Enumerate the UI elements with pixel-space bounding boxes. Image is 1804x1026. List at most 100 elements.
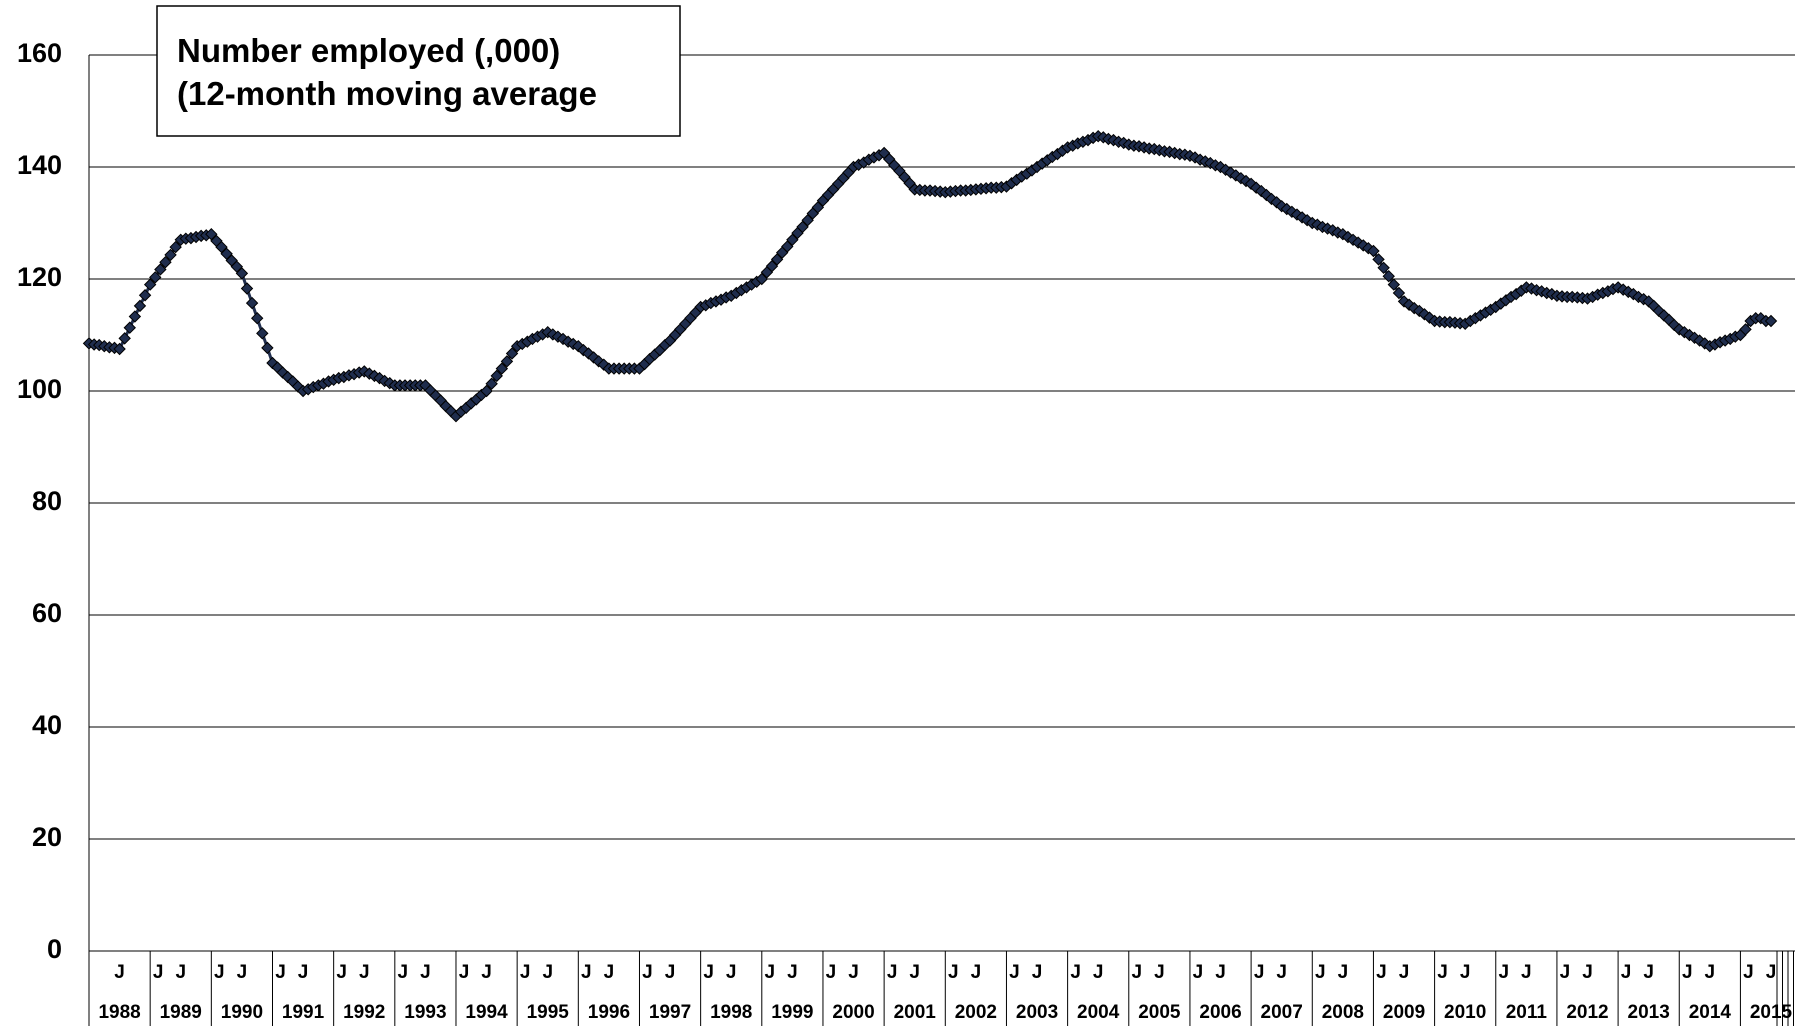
month-label: J [1131,962,1142,983]
year-label: 2014 [1689,1002,1732,1023]
year-label: 1993 [404,1002,446,1023]
data-point [781,240,794,253]
month-label: J [909,962,920,983]
data-point [138,289,152,302]
data-point [1377,261,1390,275]
year-label: 2001 [894,1002,937,1023]
data-point [143,278,157,291]
month-label: J [1498,962,1509,983]
month-label: J [1682,962,1693,983]
month-label: J [359,962,370,983]
data-point [1764,314,1778,328]
month-label: J [520,962,531,983]
y-tick-label: 100 [17,374,62,404]
month-label: J [1376,962,1387,983]
data-point [205,227,218,241]
y-tick-label: 140 [17,150,62,180]
year-label: 1992 [343,1002,385,1023]
year-label: 2009 [1383,1002,1425,1023]
data-point [113,342,126,356]
year-label: 2007 [1261,1002,1303,1023]
data-point [1244,177,1258,191]
y-tick-label: 60 [32,598,62,628]
data-point [220,247,233,261]
month-label: J [1215,962,1226,983]
data-point [159,255,172,269]
data-point [1250,181,1263,194]
y-tick-label: 120 [17,262,62,292]
month-label: J [1154,962,1165,983]
data-point [245,296,259,310]
month-label: J [1315,962,1326,983]
data-point [786,233,799,247]
data-point [215,240,228,254]
data-point [1418,308,1431,321]
month-label: J [542,962,553,983]
data-point [755,272,769,286]
month-label: J [1521,962,1532,983]
data-point [261,341,274,355]
month-label: J [581,962,592,983]
year-label: 2005 [1138,1002,1181,1023]
chart-title: Number employed (,000) [177,32,560,69]
data-point [118,332,131,345]
month-label: J [887,962,898,983]
data-point [796,220,809,234]
data-point [495,362,509,375]
data-point [505,347,519,360]
y-tick-label: 20 [32,822,62,852]
month-label: J [336,962,347,983]
year-label: 2013 [1628,1002,1670,1023]
data-point [240,282,254,295]
month-label: J [175,962,186,983]
month-label: J [848,962,859,983]
year-label: 1996 [588,1002,630,1023]
month-label: J [237,962,248,983]
data-point [801,213,814,227]
data-point [154,263,167,276]
month-label: J [1193,962,1204,983]
data-point [128,310,142,323]
month-label: J [765,962,776,983]
year-label: 2011 [1506,1002,1548,1023]
data-point [1387,278,1401,291]
y-tick-label: 40 [32,710,62,740]
month-label: J [1705,962,1716,983]
data-point [1382,269,1395,283]
month-label: J [1070,962,1081,983]
data-point [1413,304,1426,318]
data-point [256,327,269,340]
month-label: J [642,962,653,983]
month-label: J [1460,962,1471,983]
data-point [230,260,244,273]
month-label: J [1437,962,1448,983]
month-label: J [214,962,225,983]
title-box [156,5,681,137]
year-label: 1989 [160,1002,202,1023]
data-point [500,355,514,368]
data-point [765,259,779,273]
month-label: J [604,962,615,983]
year-label: 2004 [1077,1002,1120,1023]
data-point [1739,323,1752,336]
data-point [1392,286,1406,300]
month-label: J [1621,962,1632,983]
month-label: J [459,962,470,983]
month-label: J [787,962,798,983]
year-label: 2003 [1016,1002,1058,1023]
grid [88,54,1795,952]
year-label: 1991 [282,1002,325,1023]
y-tick-label: 80 [32,486,62,516]
year-label: 1994 [465,1002,508,1023]
month-label: J [1032,962,1043,983]
month-label: J [1743,962,1754,983]
data-point [490,369,503,383]
month-label: J [1093,962,1104,983]
month-label: J [1009,962,1020,983]
data-point [1367,244,1380,258]
month-label: J [1338,962,1349,983]
month-label: J [826,962,837,983]
month-label: J [703,962,714,983]
month-label: J [1276,962,1287,983]
data-point [133,299,147,313]
